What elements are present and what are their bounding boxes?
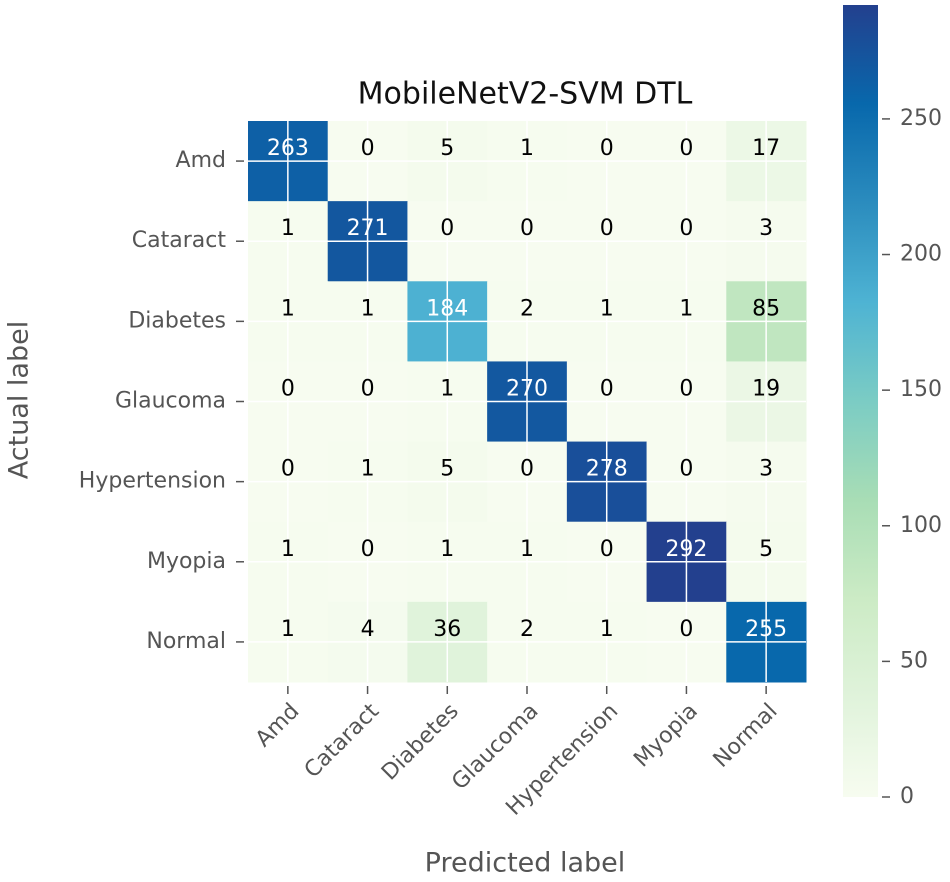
- cell-label: 4: [361, 617, 375, 642]
- cell-label: 1: [600, 617, 614, 642]
- cell-label: 36: [433, 617, 461, 642]
- x-tick-label: Amd: [251, 699, 304, 752]
- y-axis-label: Actual label: [4, 321, 35, 479]
- colorbar-tick-label: 50: [900, 648, 928, 673]
- cell-label: 0: [679, 457, 693, 482]
- cell-label: 1: [600, 296, 614, 321]
- cell-label: 1: [281, 537, 295, 562]
- cell-label: 0: [361, 377, 375, 402]
- cell-label: 0: [281, 377, 295, 402]
- cell-label: 0: [679, 136, 693, 161]
- cell-label: 1: [520, 136, 534, 161]
- x-tick-label: Cataract: [300, 699, 385, 784]
- cell-label: 2: [520, 296, 534, 321]
- cell-label: 0: [361, 136, 375, 161]
- cell-label: 0: [361, 537, 375, 562]
- cell-label: 0: [600, 377, 614, 402]
- cell-label: 0: [600, 216, 614, 241]
- y-tick-label: Hypertension: [79, 469, 226, 494]
- cell-label: 184: [426, 296, 468, 321]
- cell-label: 1: [520, 537, 534, 562]
- cell-label: 292: [665, 537, 707, 562]
- cell-label: 85: [752, 296, 780, 321]
- cell-label: 1: [281, 617, 295, 642]
- cell-label: 271: [347, 216, 389, 241]
- cell-label: 0: [679, 617, 693, 642]
- cell-label: 0: [520, 457, 534, 482]
- cell-label: 2: [520, 617, 534, 642]
- y-tick-label: Myopia: [147, 549, 226, 574]
- cell-label: 255: [745, 617, 787, 642]
- x-tick-label: Normal: [709, 699, 783, 773]
- y-tick-label: Normal: [146, 629, 226, 654]
- y-tick-label: Glaucoma: [115, 389, 226, 414]
- colorbar: [843, 5, 878, 797]
- y-tick-label: Cataract: [132, 228, 227, 253]
- cell-label: 278: [586, 457, 628, 482]
- y-tick-label: Diabetes: [128, 308, 226, 333]
- chart-title: MobileNetV2-SVM DTL: [358, 77, 693, 112]
- cell-label: 1: [281, 296, 295, 321]
- x-tick-label: Myopia: [629, 699, 703, 773]
- colorbar-tick-label: 150: [900, 377, 942, 402]
- cell-label: 0: [281, 457, 295, 482]
- cell-label: 0: [600, 537, 614, 562]
- cell-label: 5: [440, 457, 454, 482]
- cell-label: 1: [361, 457, 375, 482]
- cell-label: 0: [520, 216, 534, 241]
- cell-label: 1: [281, 216, 295, 241]
- cell-label: 3: [759, 216, 773, 241]
- y-tick-label: Amd: [176, 148, 226, 173]
- cell-label: 0: [440, 216, 454, 241]
- cell-label: 3: [759, 457, 773, 482]
- cell-label: 270: [506, 377, 548, 402]
- cell-label: 1: [440, 377, 454, 402]
- cell-label: 0: [679, 377, 693, 402]
- cell-label: 1: [440, 537, 454, 562]
- x-axis-label: Predicted label: [425, 848, 626, 879]
- colorbar-tick-label: 100: [900, 513, 942, 538]
- cell-label: 1: [361, 296, 375, 321]
- cell-label: 19: [752, 377, 780, 402]
- cell-label: 17: [752, 136, 780, 161]
- cell-label: 263: [267, 136, 309, 161]
- colorbar-tick-label: 0: [900, 784, 914, 809]
- cell-label: 5: [759, 537, 773, 562]
- colorbar-tick-label: 250: [900, 106, 942, 131]
- cell-label: 5: [440, 136, 454, 161]
- cell-label: 0: [679, 216, 693, 241]
- colorbar-tick-label: 200: [900, 242, 942, 267]
- cell-label: 0: [600, 136, 614, 161]
- cell-label: 1: [679, 296, 693, 321]
